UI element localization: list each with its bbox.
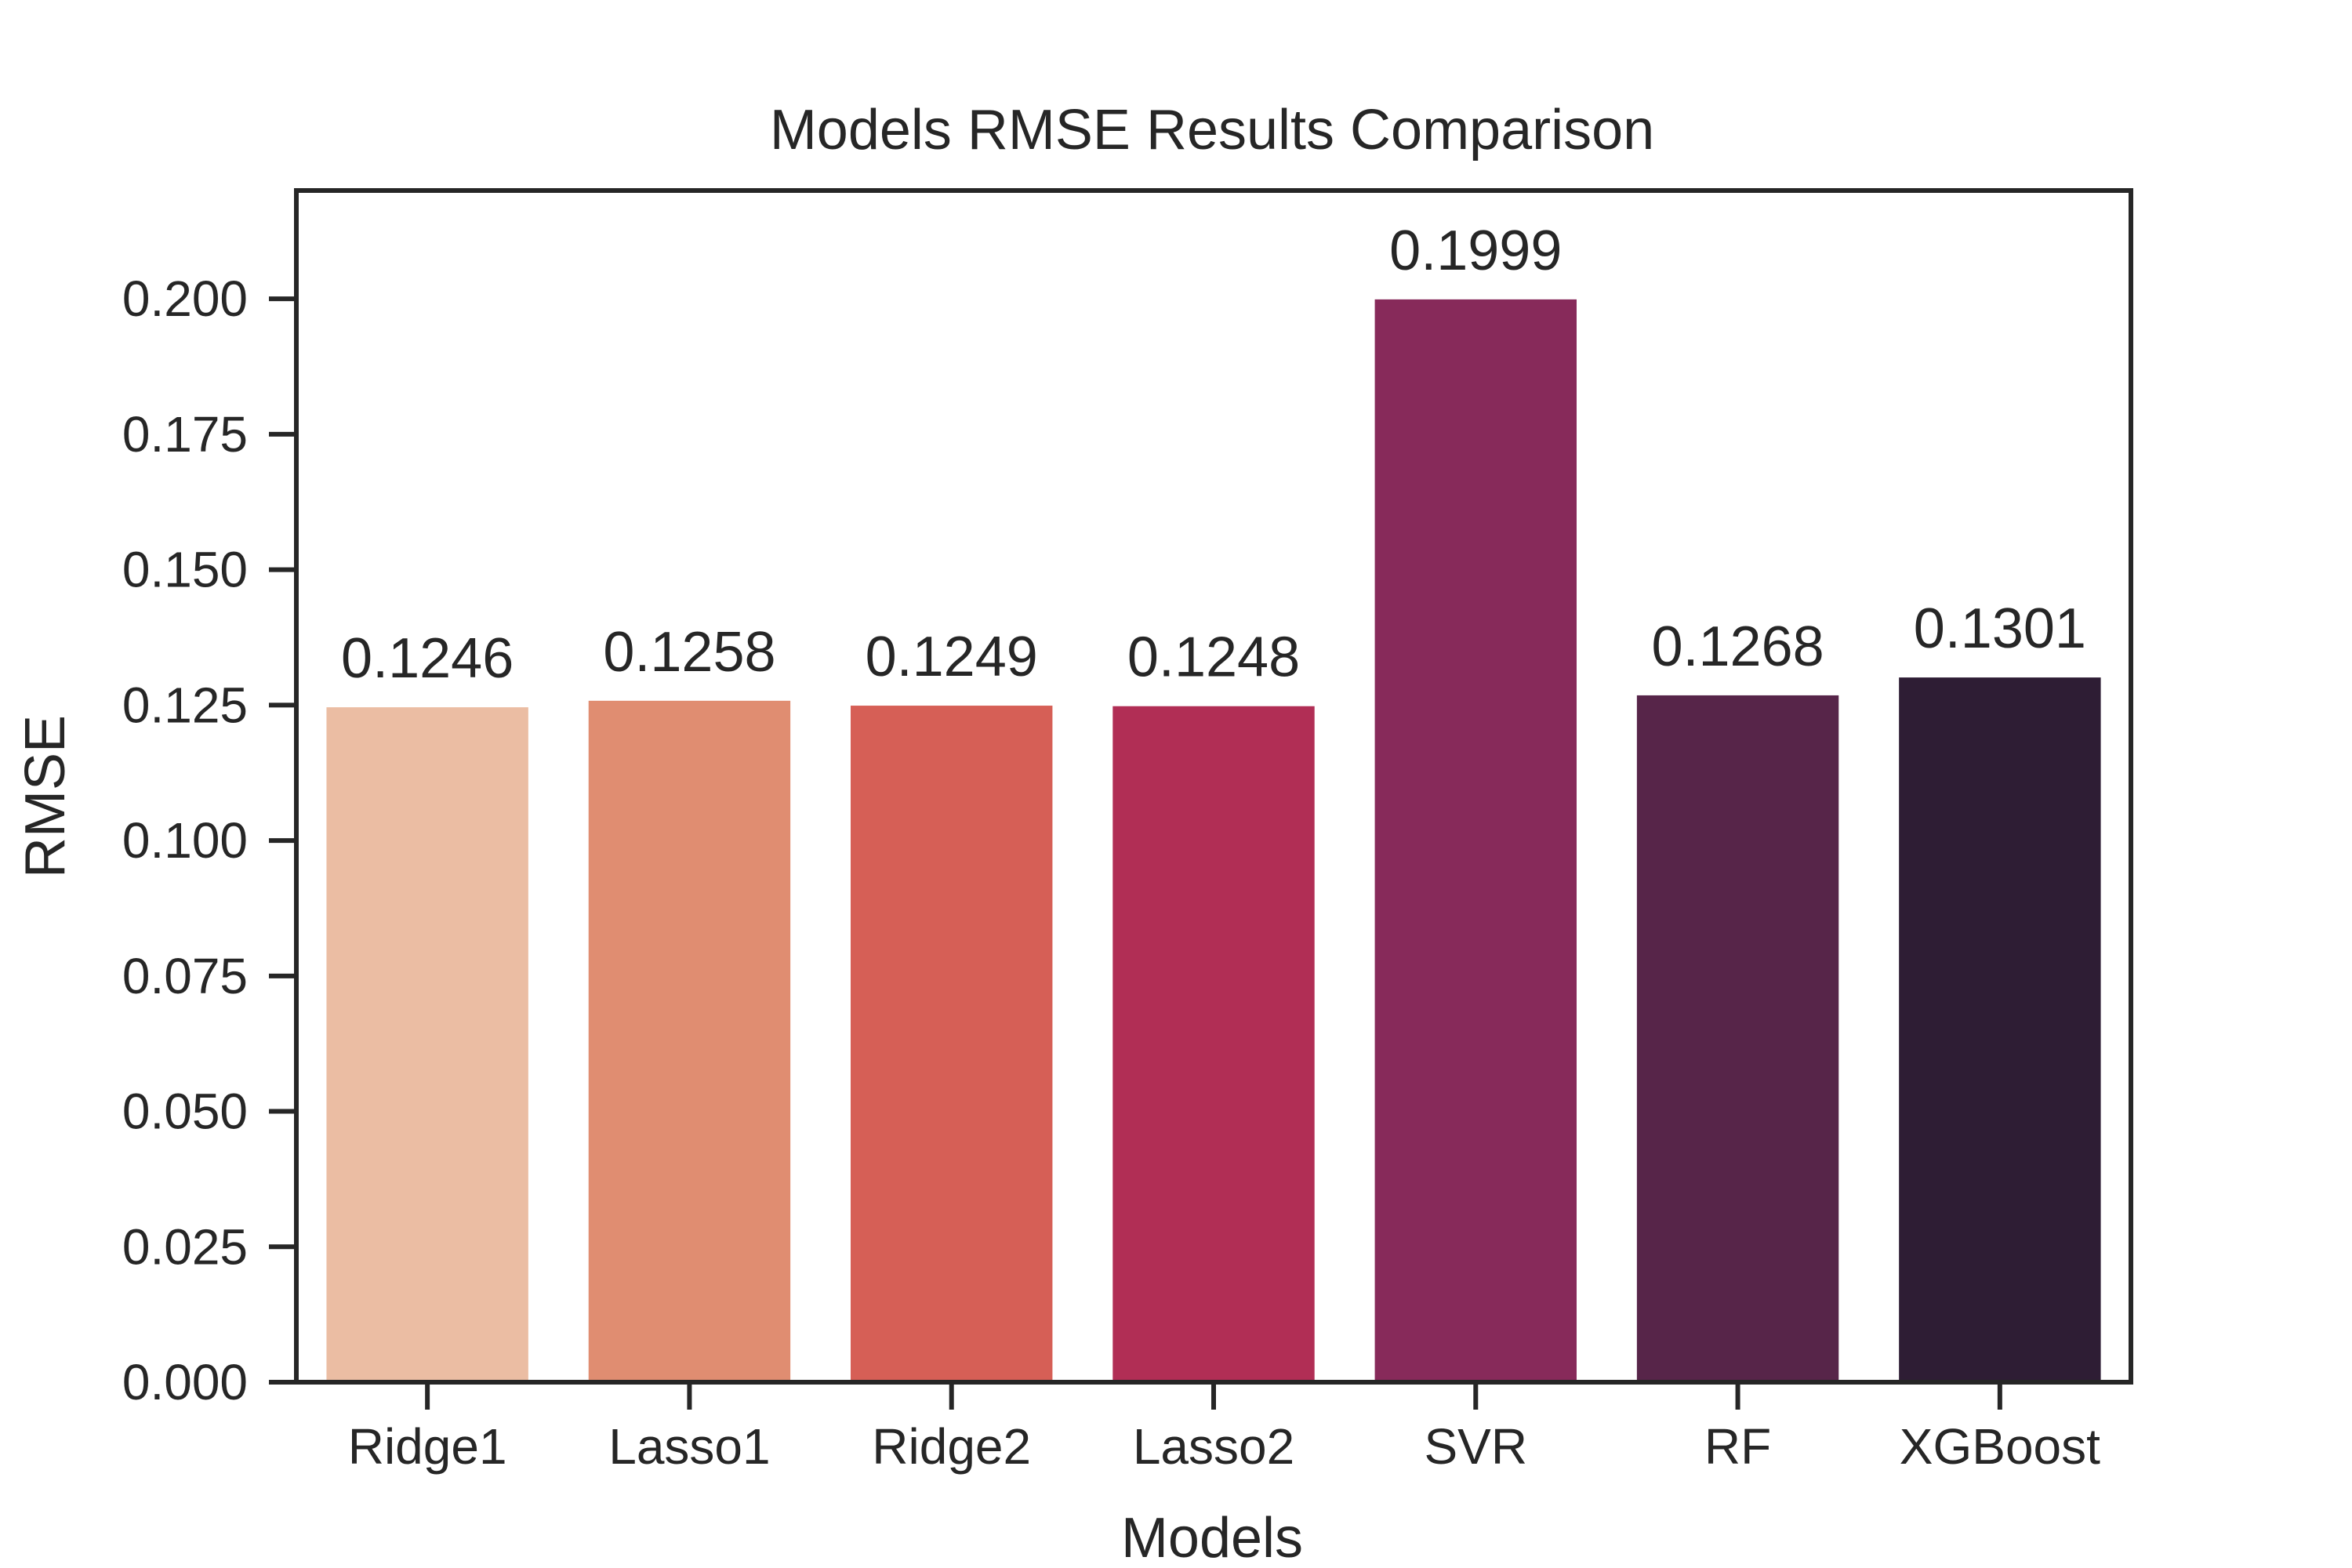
data-label-lasso2: 0.1248 bbox=[1127, 626, 1300, 689]
x-axis-label: Models bbox=[1121, 1507, 1303, 1568]
data-label-rf: 0.1268 bbox=[1651, 615, 1824, 678]
bar-rf bbox=[1636, 695, 1839, 1382]
data-label-ridge2: 0.1249 bbox=[866, 626, 1038, 688]
y-tick-label-1: 0.025 bbox=[122, 1218, 248, 1275]
chart-title: Models RMSE Results Comparison bbox=[770, 99, 1654, 162]
y-tick-label-2: 0.050 bbox=[122, 1083, 248, 1140]
y-tick-label-6: 0.150 bbox=[122, 542, 248, 598]
x-tick-label-rf: RF bbox=[1704, 1418, 1771, 1475]
bar-lasso1 bbox=[588, 700, 791, 1382]
bar-ridge2 bbox=[851, 706, 1053, 1382]
x-tick-label-lasso1: Lasso1 bbox=[608, 1418, 770, 1475]
x-tick-label-xgboost: XGBoost bbox=[1900, 1418, 2100, 1475]
y-tick-label-4: 0.100 bbox=[122, 812, 248, 869]
data-labels-layer: 0.1246 0.1258 0.1249 0.1248 0.1999 0.1268 0.13… bbox=[341, 220, 2086, 690]
y-tick-label-0: 0.000 bbox=[122, 1354, 248, 1410]
x-tick-label-ridge2: Ridge2 bbox=[872, 1418, 1031, 1475]
y-tick-label-8: 0.200 bbox=[122, 270, 248, 327]
y-axis: 0.000 0.025 0.050 0.075 0.100 0.125 0.150 0.175… bbox=[122, 270, 296, 1410]
x-tick-label-ridge1: Ridge1 bbox=[348, 1418, 507, 1475]
x-tick-label-svr: SVR bbox=[1424, 1418, 1527, 1475]
bars-layer bbox=[326, 299, 2101, 1382]
data-label-ridge1: 0.1246 bbox=[341, 627, 514, 690]
y-tick-label-7: 0.175 bbox=[122, 406, 248, 463]
data-label-lasso1: 0.1258 bbox=[603, 621, 775, 684]
x-tick-label-lasso2: Lasso2 bbox=[1133, 1418, 1294, 1475]
bar-xgboost bbox=[1899, 677, 2101, 1382]
data-label-xgboost: 0.1301 bbox=[1914, 597, 2086, 660]
y-tick-label-5: 0.125 bbox=[122, 677, 248, 733]
plot-frame bbox=[294, 188, 2133, 1385]
y-tick-label-3: 0.075 bbox=[122, 948, 248, 1004]
bar-lasso2 bbox=[1112, 706, 1315, 1382]
bar-svr bbox=[1374, 299, 1577, 1382]
y-axis-label: RMSE bbox=[14, 715, 77, 878]
x-axis: Ridge1 Lasso1 Ridge2 Lasso2 SVR RF XGBoost bbox=[348, 1382, 2100, 1475]
data-label-svr: 0.1999 bbox=[1389, 220, 1562, 282]
bar-ridge1 bbox=[326, 707, 528, 1382]
